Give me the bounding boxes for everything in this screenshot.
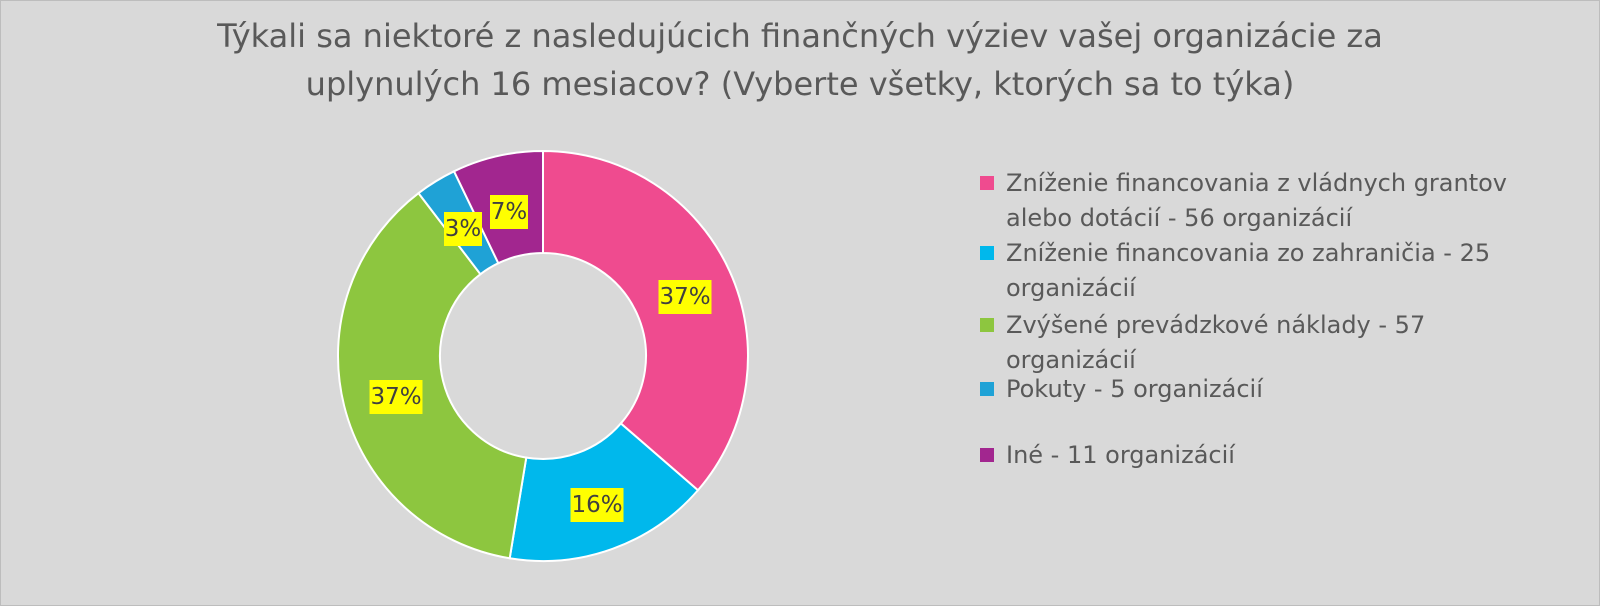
data-label-5: 7% [490, 195, 528, 229]
legend-label-5: Iné - 11 organizácií [1006, 441, 1235, 469]
legend-swatch-4 [980, 382, 994, 396]
data-label-box-3 [369, 380, 423, 414]
data-label-3: 37% [369, 380, 423, 414]
data-label-1: 37% [658, 280, 712, 314]
data-label-box-5 [490, 195, 528, 229]
data-label-text-1: 37% [659, 284, 710, 310]
data-label-2: 16% [570, 488, 624, 522]
donut-slice-3 [337, 191, 528, 560]
legend-swatch-1 [980, 176, 994, 190]
data-label-box-2 [570, 488, 624, 522]
donut-slice-1 [542, 149, 749, 492]
data-label-text-2: 16% [571, 492, 622, 518]
legend-swatch-3 [980, 318, 994, 332]
data-label-text-4: 3% [445, 216, 482, 242]
data-label-text-5: 7% [491, 199, 528, 225]
data-label-box-4 [444, 212, 482, 246]
legend-label-1: Zníženie financovania z vládnych grantov… [1006, 169, 1508, 232]
chart-title: Týkali sa niektoré z nasledujúcich finan… [217, 17, 1383, 103]
legend-label-2: Zníženie financovania zo zahraničia - 25… [1006, 239, 1491, 302]
legend-label-3: Zvýšené prevádzkové náklady - 57 organiz… [1006, 311, 1426, 374]
legend-label-4: Pokuty - 5 organizácií [1006, 375, 1263, 403]
legend-swatch-2 [980, 246, 994, 260]
data-label-4: 3% [444, 212, 482, 246]
data-label-text-3: 37% [370, 384, 421, 410]
legend-swatch-5 [980, 448, 994, 462]
data-label-box-1 [658, 280, 712, 314]
